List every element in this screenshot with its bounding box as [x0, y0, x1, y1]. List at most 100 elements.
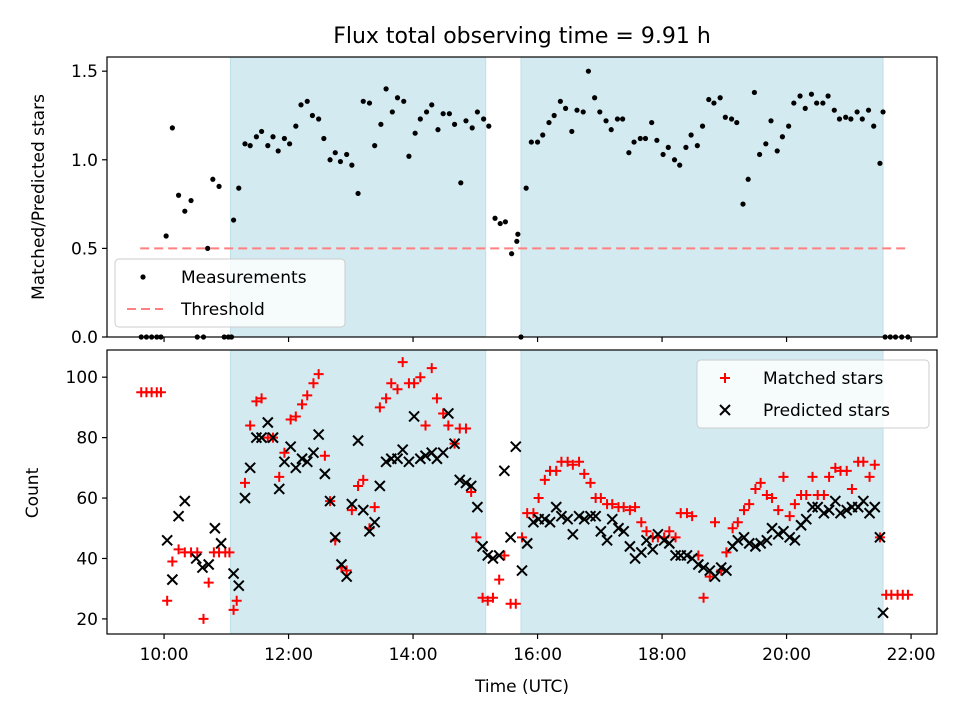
bottom-predicted-point: [573, 510, 585, 522]
top-measurement-point: [497, 220, 503, 227]
bottom-matched-point: [415, 372, 426, 383]
top-measurement-point: [327, 157, 333, 163]
bottom-predicted-point: [250, 431, 263, 444]
bottom-y-tick-label: 40: [76, 549, 98, 569]
top-measurement-point: [417, 116, 423, 122]
bottom-predicted-point: [239, 492, 251, 504]
bottom-matched-point: [846, 483, 857, 494]
top-measurement-point: [880, 109, 886, 115]
top-measurement-point: [169, 125, 175, 131]
bottom-predicted-point: [697, 561, 710, 574]
bottom-matched-point: [585, 477, 596, 488]
bottom-predicted-point: [403, 456, 415, 468]
bottom-x-tick-label: 12:00: [264, 645, 313, 665]
bottom-predicted-point: [584, 510, 597, 522]
bottom-predicted-point: [578, 513, 590, 525]
bottom-predicted-point: [829, 495, 842, 507]
top-measurement-point: [337, 158, 344, 165]
bottom-predicted-point: [834, 507, 847, 519]
bottom-matched-point: [167, 556, 178, 567]
top-measurement-point: [631, 139, 637, 145]
bottom-predicted-point: [233, 579, 245, 592]
bottom-matched-point: [443, 420, 454, 431]
bottom-predicted-point: [255, 431, 268, 444]
top-measurement-point: [515, 231, 521, 237]
bottom-predicted-point: [715, 561, 727, 574]
top-measurement-point: [562, 105, 569, 111]
bottom-y-tick-label: 60: [76, 489, 98, 509]
top-legend-label: Measurements: [181, 268, 307, 288]
bottom-predicted-point: [273, 483, 285, 495]
top-measurement-point: [694, 143, 700, 149]
top-measurement-point: [281, 135, 288, 142]
top-measurement-point: [825, 93, 831, 99]
bottom-matched-point: [239, 477, 250, 488]
bottom-matched-point: [830, 462, 841, 473]
bottom-predicted-point: [589, 510, 602, 522]
bottom-matched-point: [192, 547, 203, 558]
bottom-matched-point: [369, 502, 380, 513]
bottom-legend-swatch: [719, 404, 731, 416]
bottom-predicted-point: [669, 549, 682, 562]
bottom-predicted-point: [493, 549, 505, 562]
top-measurement-point: [205, 245, 211, 251]
top-measurement-point: [683, 144, 689, 150]
bottom-matched-point: [426, 363, 437, 374]
top-measurement-point: [859, 116, 865, 122]
bottom-predicted-point: [857, 495, 870, 507]
top-measurement-point: [711, 100, 717, 106]
top-measurement-point: [688, 132, 694, 138]
top-measurement-point: [814, 100, 820, 106]
bottom-predicted-point: [761, 534, 773, 547]
bottom-legend-swatch: [720, 373, 730, 383]
bottom-predicted-point: [527, 516, 540, 528]
bottom-predicted-point: [465, 480, 477, 492]
bottom-predicted-point: [290, 462, 302, 474]
top-measurement-point: [786, 123, 792, 129]
bottom-matched-point: [778, 471, 789, 482]
bottom-predicted-point: [498, 465, 511, 477]
bottom-predicted-point: [391, 453, 404, 465]
bottom-matched-point: [709, 517, 720, 528]
top-measurement-point: [406, 153, 412, 159]
bottom-matched-point: [155, 387, 166, 398]
top-measurement-point: [779, 134, 786, 140]
top-measurement-point: [877, 160, 883, 166]
bottom-matched-point: [841, 465, 852, 476]
top-measurement-point: [394, 95, 401, 101]
top-measurement-point: [546, 119, 552, 126]
top-measurement-point: [665, 144, 671, 150]
bottom-predicted-point: [307, 447, 320, 459]
top-measurement-point: [389, 109, 395, 115]
bottom-predicted-point: [414, 453, 427, 465]
bottom-matched-point: [773, 505, 784, 516]
bottom-matched-point: [245, 420, 256, 431]
bottom-predicted-point: [841, 504, 853, 516]
top-y-tick-label: 1.5: [71, 62, 98, 82]
bottom-predicted-point: [806, 501, 819, 513]
bottom-matched-point: [308, 378, 319, 389]
bottom-predicted-point: [749, 540, 762, 553]
bottom-predicted-point: [448, 437, 461, 450]
top-measurement-point: [574, 107, 580, 113]
bottom-matched-point: [595, 493, 606, 504]
bottom-predicted-point: [624, 540, 636, 553]
bottom-predicted-point: [818, 507, 830, 519]
bottom-matched-point: [353, 480, 364, 491]
bottom-y-tick-label: 20: [76, 610, 98, 630]
top-measurement-point: [649, 119, 655, 126]
top-measurement-point: [242, 141, 248, 147]
bottom-x-tick-label: 18:00: [638, 645, 687, 665]
top-measurement-point: [502, 219, 508, 225]
bottom-matched-point: [704, 571, 715, 582]
bottom-matched-point: [744, 499, 755, 510]
bottom-predicted-point: [601, 534, 613, 547]
bottom-panel: 20 40 60 80 100 10:00 12:00 14:00 16:00 18:00 20:0…: [66, 349, 938, 665]
top-y-tick-label: 1.0: [71, 151, 98, 171]
top-panel: 0.0 0.5 1.0 1.5 Measurements Threshold: [71, 56, 938, 348]
top-measurement-point: [768, 118, 774, 124]
bottom-predicted-point: [312, 428, 325, 441]
bottom-predicted-point: [215, 537, 227, 550]
bottom-matched-point: [420, 420, 431, 431]
bottom-predicted-point: [555, 510, 568, 522]
